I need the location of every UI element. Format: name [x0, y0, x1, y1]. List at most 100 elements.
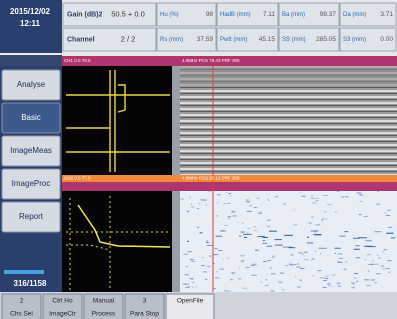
measure-value: 37.59 [197, 36, 214, 43]
noise-dot [295, 276, 296, 277]
noise-dot [223, 259, 224, 260]
noise-dot [270, 290, 274, 291]
measure-value: 7.11 [263, 11, 276, 18]
noise-dot [354, 278, 356, 279]
bottom-button-top[interactable]: OpenFile [177, 298, 204, 305]
noise-dot [297, 263, 299, 264]
noise-dot [290, 254, 293, 255]
noise-dot [258, 213, 262, 214]
noise-dot [239, 236, 241, 237]
bottom-button-top[interactable]: Manual [93, 298, 115, 305]
noise-dot [338, 253, 343, 254]
noise-dot [325, 278, 328, 279]
menu-label[interactable]: Analyse [17, 80, 46, 89]
noise-dot [371, 279, 376, 280]
menu-label[interactable]: Basic [21, 113, 41, 122]
noise-dot [381, 265, 384, 266]
noise-dot [200, 232, 203, 233]
noise-dot [357, 192, 362, 193]
screen: 2015/12/02 12:11 316/1158 Gain (dB)250.5… [0, 0, 397, 319]
param-value: 2 / 2 [121, 34, 136, 43]
noise-dot [267, 199, 269, 200]
noise-dot [335, 211, 337, 212]
measure-value: 285.05 [316, 36, 336, 43]
bottom-button-top[interactable]: Ctrl Ho [52, 298, 73, 305]
bottom-button-top[interactable]: 2 [20, 298, 24, 305]
noise-dot [355, 245, 359, 246]
param-value: 50.5 + 0.0 [111, 9, 145, 18]
noise-dot [267, 226, 270, 227]
measure-value: 98 [206, 11, 214, 18]
noise-dot [252, 275, 257, 276]
progress [4, 270, 44, 274]
bottom-button-bottom[interactable]: Chs Sel [10, 311, 33, 318]
noise-dot [275, 245, 283, 246]
noise-dot [304, 259, 309, 260]
noise-dot [269, 231, 276, 232]
noise-dot [384, 249, 387, 250]
noise-dot [249, 205, 252, 206]
noise-dot [227, 203, 229, 204]
bscan-header: 4.0MHz PCS 80.12 PRF 300 [182, 176, 240, 181]
menu-label[interactable]: ImageMeas [10, 146, 52, 155]
noise-dot [285, 203, 286, 204]
noise-dot [327, 204, 332, 205]
bottom-button-bottom[interactable]: Para Stop [130, 311, 159, 318]
noise-dot [239, 267, 240, 268]
noise-dot [208, 191, 211, 192]
menu-label[interactable]: Report [19, 212, 44, 221]
noise-dot [366, 285, 371, 286]
noise-dot [315, 251, 316, 252]
noise-dot [294, 224, 297, 225]
counter: 316/1158 [14, 279, 47, 288]
noise-dot [325, 276, 328, 277]
noise-dot [263, 261, 266, 262]
noise-dot [230, 279, 232, 280]
noise-dot [272, 257, 273, 258]
noise-dot [374, 264, 378, 265]
noise-dot [220, 269, 224, 270]
noise-dot [187, 211, 189, 212]
noise-dot [189, 196, 190, 197]
noise-dot [242, 288, 247, 289]
noise-dot [307, 242, 313, 243]
noise-dot [386, 233, 394, 234]
noise-dot [320, 253, 321, 254]
bottom-button-bottom[interactable]: ImageCtr [49, 311, 77, 318]
noise-dot [301, 196, 305, 197]
bottom-button-bottom[interactable]: Process [92, 311, 116, 318]
noise-dot [186, 266, 188, 267]
noise-dot [238, 278, 242, 279]
noise-dot [364, 279, 369, 280]
noise-dot [337, 283, 341, 284]
noise-dot [228, 193, 231, 194]
noise-dot [251, 265, 255, 266]
noise-dot [197, 227, 199, 228]
noise-dot [282, 204, 285, 205]
noise-dot [327, 283, 331, 284]
noise-dot [192, 261, 196, 262]
noise-dot [298, 252, 303, 253]
noise-dot [215, 215, 217, 216]
noise-dot [227, 258, 229, 259]
noise-dot [197, 208, 199, 209]
noise-dot [319, 248, 327, 249]
noise-dot [224, 290, 228, 291]
noise-dot [323, 287, 327, 288]
noise-dot [280, 273, 284, 274]
noise-dot [188, 286, 190, 287]
menu-label[interactable]: ImageProc [12, 179, 51, 188]
noise-dot [343, 269, 346, 270]
bottom-button-top[interactable]: 3 [143, 298, 147, 305]
noise-dot [300, 267, 301, 268]
noise-dot [311, 260, 312, 261]
noise-dot [364, 216, 368, 217]
noise-dot [191, 279, 193, 280]
measure-value: 98.37 [320, 11, 337, 18]
noise-dot [293, 210, 294, 211]
noise-dot [214, 254, 219, 255]
noise-dot [180, 199, 183, 200]
noise-dot [387, 210, 390, 211]
noise-dot [226, 192, 227, 193]
noise-dot [260, 282, 262, 283]
